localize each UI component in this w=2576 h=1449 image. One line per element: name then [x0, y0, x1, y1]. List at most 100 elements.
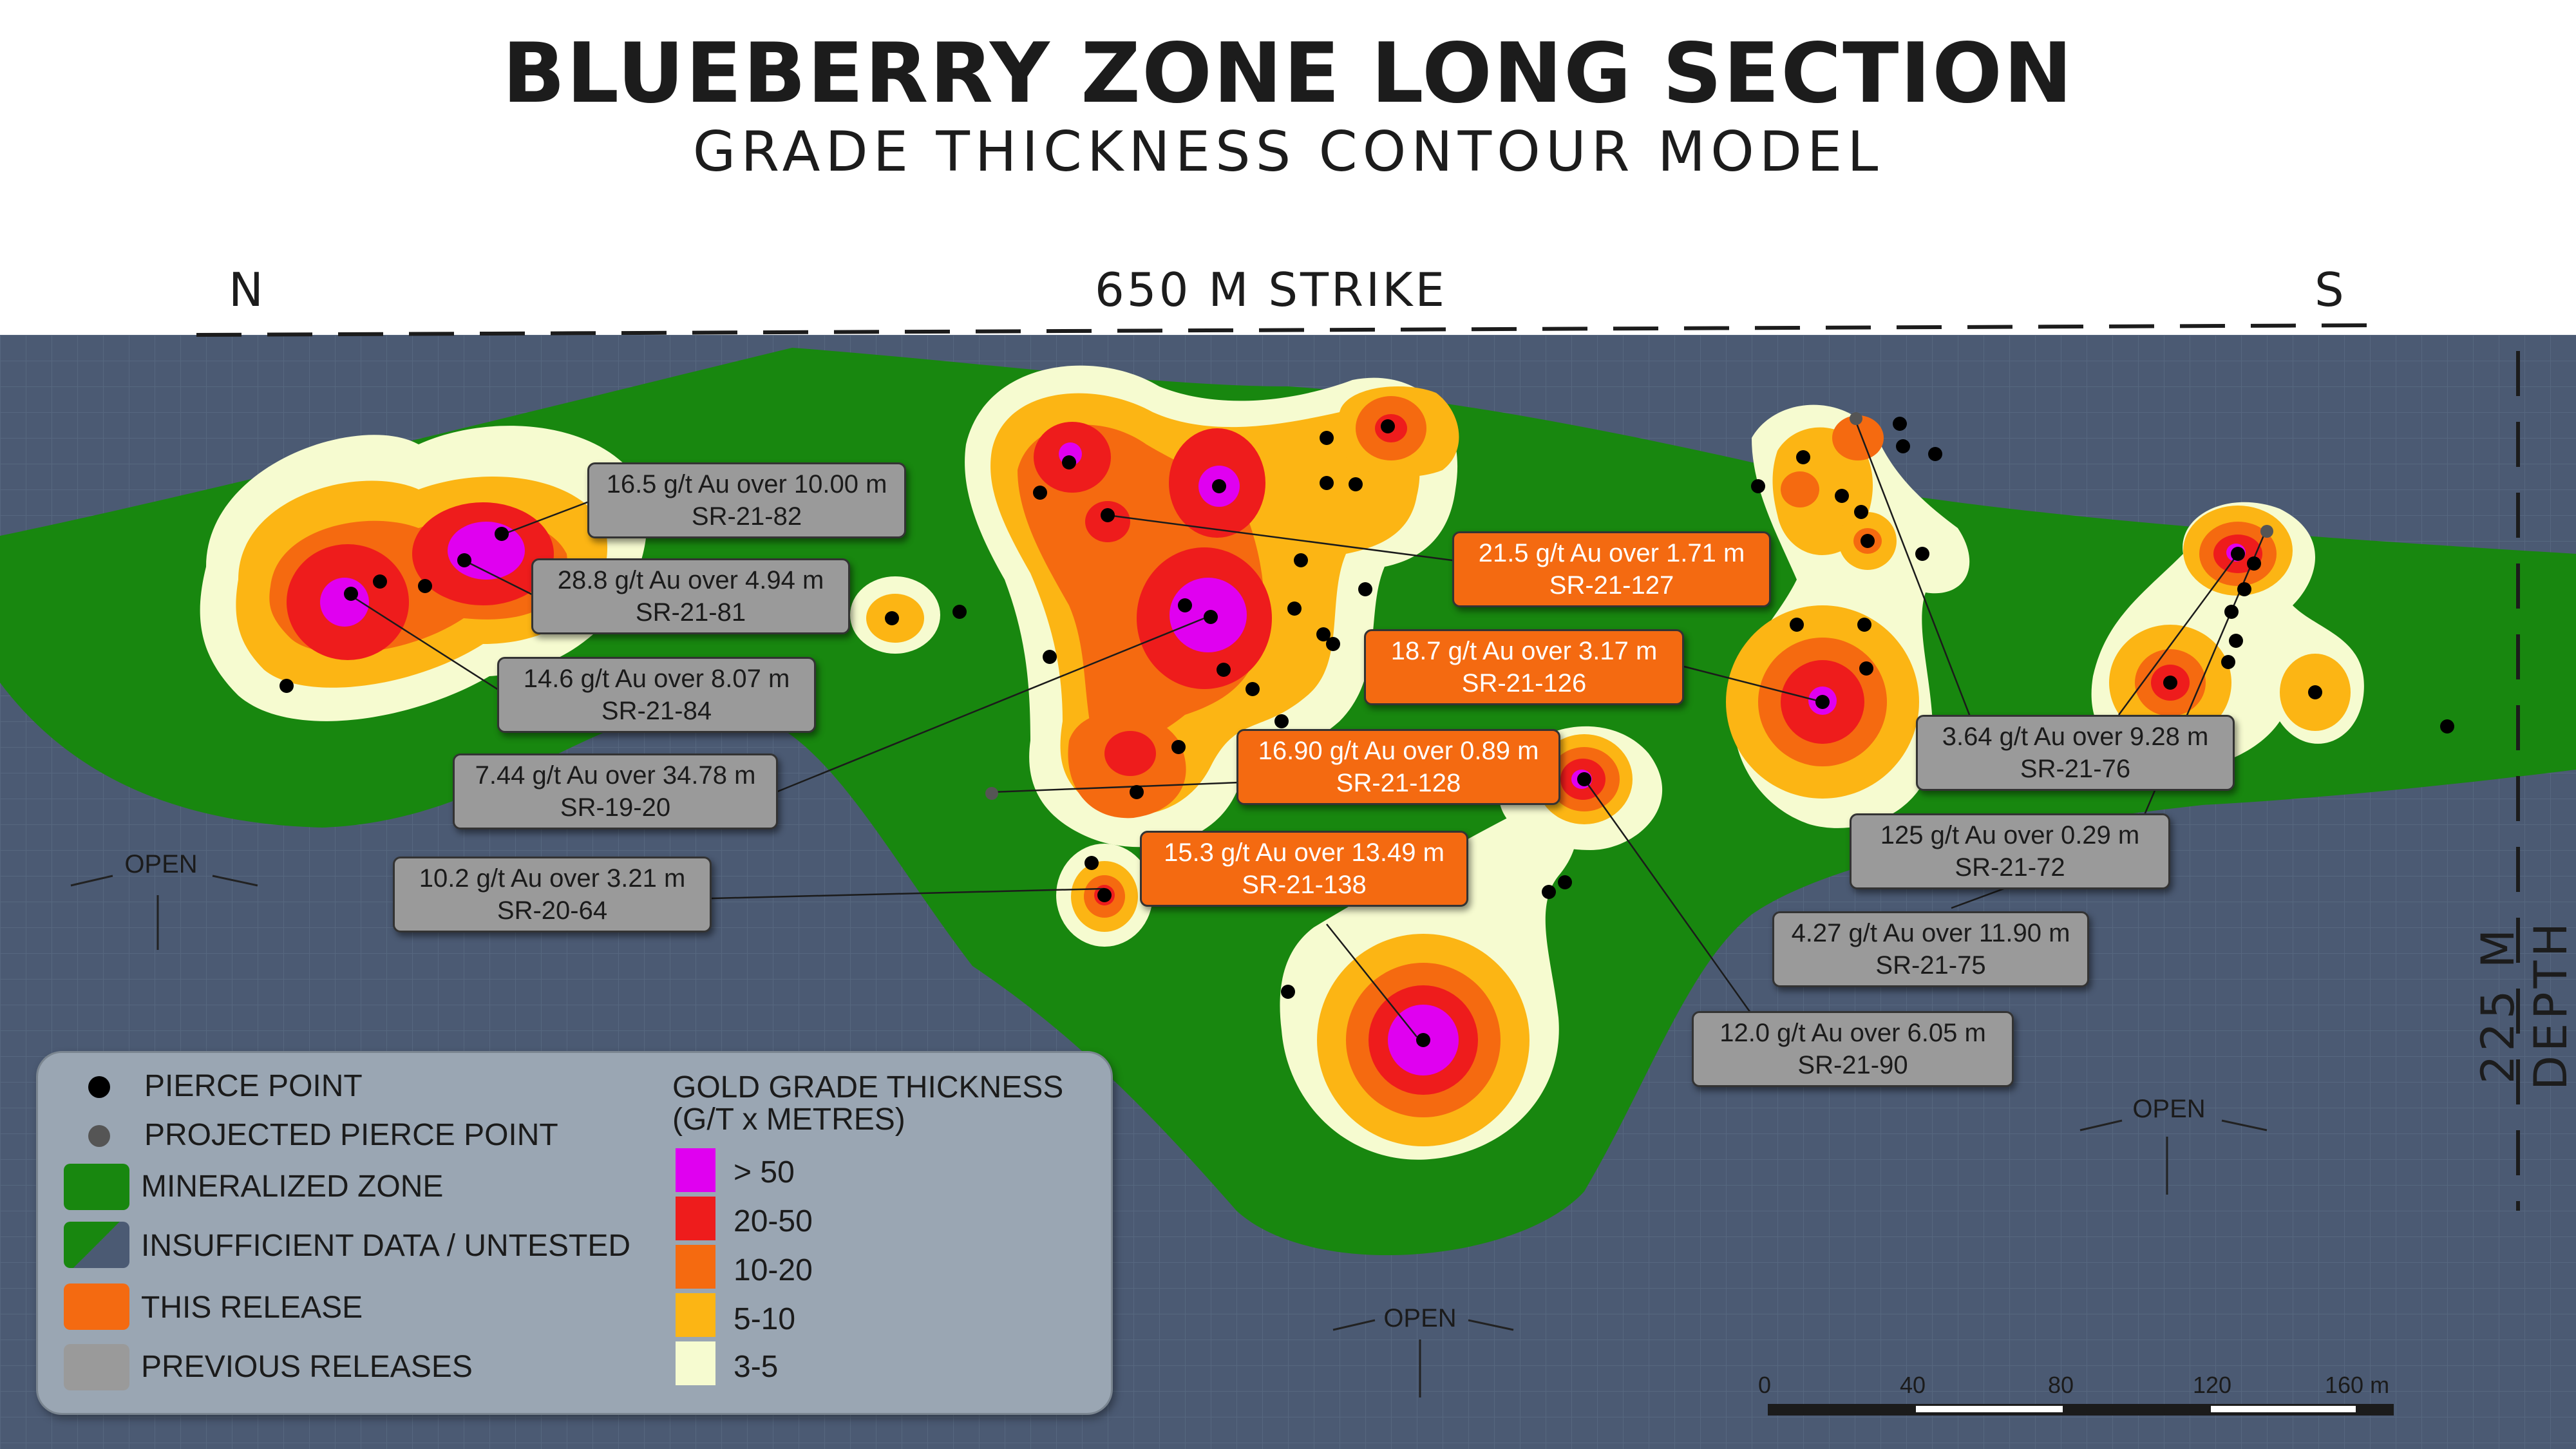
legend-label: THIS RELEASE: [141, 1291, 363, 1325]
insufficient-data-swatch: [64, 1222, 129, 1268]
pierce-point: [1287, 601, 1302, 616]
pierce-point: [1320, 476, 1334, 490]
grade-label: 3-5: [734, 1350, 779, 1384]
projected-pierce-point: [2260, 525, 2273, 538]
pierce-point: [2224, 605, 2239, 619]
pierce-point: [2247, 556, 2261, 571]
open-label-west: OPEN: [124, 850, 198, 878]
callout-sr-21-90: 12.0 g/t Au over 6.05 m SR-21-90: [1692, 1011, 2014, 1087]
pierce-point: [1097, 888, 1112, 902]
pierce-point: [885, 611, 899, 625]
callout-sr-21-84: 14.6 g/t Au over 8.07 m SR-21-84: [497, 657, 816, 733]
pierce-point: [2229, 634, 2243, 648]
pierce-point: [1558, 875, 1572, 889]
pierce-point: [1294, 553, 1308, 567]
pierce-point: [373, 574, 387, 589]
pierce-point: [2237, 582, 2251, 596]
projected-pierce-point: [985, 787, 998, 800]
callout-hole: SR-21-75: [1875, 951, 1986, 980]
contour-central: [965, 365, 1459, 848]
callout-grade: 14.6 g/t Au over 8.07 m: [523, 665, 790, 693]
scale-tick-label: 40: [1900, 1372, 1926, 1398]
pierce-point: [1358, 582, 1372, 596]
legend-label: PIERCE POINT: [144, 1069, 363, 1103]
pierce-point: [1204, 610, 1218, 624]
pierce-point: [1245, 682, 1260, 696]
pierce-point: [1893, 417, 1907, 431]
callout-grade: 10.2 g/t Au over 3.21 m: [419, 864, 686, 893]
scale-tick-label: 160 m: [2325, 1372, 2390, 1398]
legend-label: PROJECTED PIERCE POINT: [144, 1118, 558, 1152]
pierce-point: [1178, 598, 1192, 612]
pierce-point: [1915, 547, 1929, 561]
pierce-point: [1062, 455, 1076, 469]
south-label: S: [2315, 263, 2347, 317]
pierce-point: [1796, 450, 1810, 464]
callout-grade: 16.5 g/t Au over 10.00 m: [606, 470, 887, 498]
pierce-point: [1542, 885, 1556, 899]
callout-sr-21-81: 28.8 g/t Au over 4.94 m SR-21-81: [531, 558, 850, 634]
pierce-points: [279, 417, 2454, 1047]
grade-legend-units: (G/T x METRES): [672, 1103, 905, 1137]
grade-label: 5-10: [734, 1302, 796, 1336]
pierce-point: [1171, 740, 1186, 754]
pierce-point: [344, 587, 358, 601]
page-subtitle: GRADE THICKNESS CONTOUR MODEL: [692, 120, 1884, 184]
callout-sr-21-127: 21.5 g/t Au over 1.71 m SR-21-127: [1452, 531, 1771, 607]
callout-sr-20-64: 10.2 g/t Au over 3.21 m SR-20-64: [393, 857, 712, 933]
pierce-point: [1043, 650, 1057, 664]
strike-dashed-line: [196, 323, 2377, 337]
callout-sr-21-76: 3.64 g/t Au over 9.28 m SR-21-76: [1916, 715, 2235, 791]
pierce-point: [1033, 486, 1047, 500]
pierce-point: [2163, 676, 2177, 690]
projected-pierce-point-icon: [88, 1125, 110, 1147]
callout-sr-21-128: 16.90 g/t Au over 0.89 m SR-21-128: [1236, 729, 1560, 805]
pierce-point: [1281, 985, 1295, 999]
legend-label: INSUFFICIENT DATA / UNTESTED: [141, 1229, 631, 1263]
open-arrows: [70, 875, 2268, 1397]
scale-tick-label: 80: [2048, 1372, 2074, 1398]
pierce-point: [1316, 627, 1331, 641]
grade-swatch-10-20: [676, 1245, 715, 1289]
pierce-point: [1084, 856, 1099, 870]
pierce-point: [2308, 685, 2322, 699]
pierce-point: [1859, 661, 1873, 676]
callout-grade: 3.64 g/t Au over 9.28 m: [1942, 723, 2209, 751]
strike-label: 650 M STRIKE: [1095, 263, 1447, 317]
callout-hole: SR-21-126: [1461, 669, 1587, 697]
scale-bar: [1768, 1404, 2394, 1416]
scale-tick-label: 120: [2193, 1372, 2232, 1398]
callout-grade: 18.7 g/t Au over 3.17 m: [1390, 637, 1658, 665]
projected-pierce-point: [1850, 412, 1862, 425]
legend-label: MINERALIZED ZONE: [141, 1170, 444, 1204]
open-label-bottom: OPEN: [1383, 1304, 1457, 1332]
callout-hole: SR-21-81: [635, 598, 746, 627]
callout-grade: 125 g/t Au over 0.29 m: [1880, 821, 2140, 849]
pierce-point: [1416, 1033, 1430, 1047]
callout-grade: 21.5 g/t Au over 1.71 m: [1478, 539, 1745, 567]
callout-grade: 15.3 g/t Au over 13.49 m: [1164, 838, 1444, 867]
pierce-point: [2231, 547, 2245, 561]
scale-tick-label: 0: [1758, 1372, 1772, 1398]
callout-hole: SR-21-127: [1549, 571, 1674, 600]
pierce-point: [1326, 637, 1340, 651]
pierce-point: [1320, 431, 1334, 445]
callout-grade: 28.8 g/t Au over 4.94 m: [557, 566, 824, 594]
pierce-point: [1381, 419, 1395, 433]
callout-sr-19-20: 7.44 g/t Au over 34.78 m SR-19-20: [453, 753, 778, 829]
callout-sr-21-138: 15.3 g/t Au over 13.49 m SR-21-138: [1140, 831, 1468, 907]
callout-sr-21-82: 16.5 g/t Au over 10.00 m SR-21-82: [587, 462, 906, 538]
previous-releases-swatch: [64, 1344, 129, 1390]
pierce-point: [279, 679, 294, 693]
callout-hole: SR-20-64: [497, 896, 608, 925]
open-label-east: OPEN: [2132, 1095, 2206, 1123]
north-label: N: [229, 263, 266, 317]
grade-swatch-20-50: [676, 1197, 715, 1240]
pierce-point: [1790, 618, 1804, 632]
pierce-point: [1896, 439, 1910, 453]
pierce-point: [1854, 505, 1868, 519]
callout-hole: SR-21-82: [691, 502, 802, 531]
callout-sr-21-72: 125 g/t Au over 0.29 m SR-21-72: [1850, 813, 2170, 889]
pierce-point: [1857, 618, 1871, 632]
pierce-point: [418, 579, 432, 593]
